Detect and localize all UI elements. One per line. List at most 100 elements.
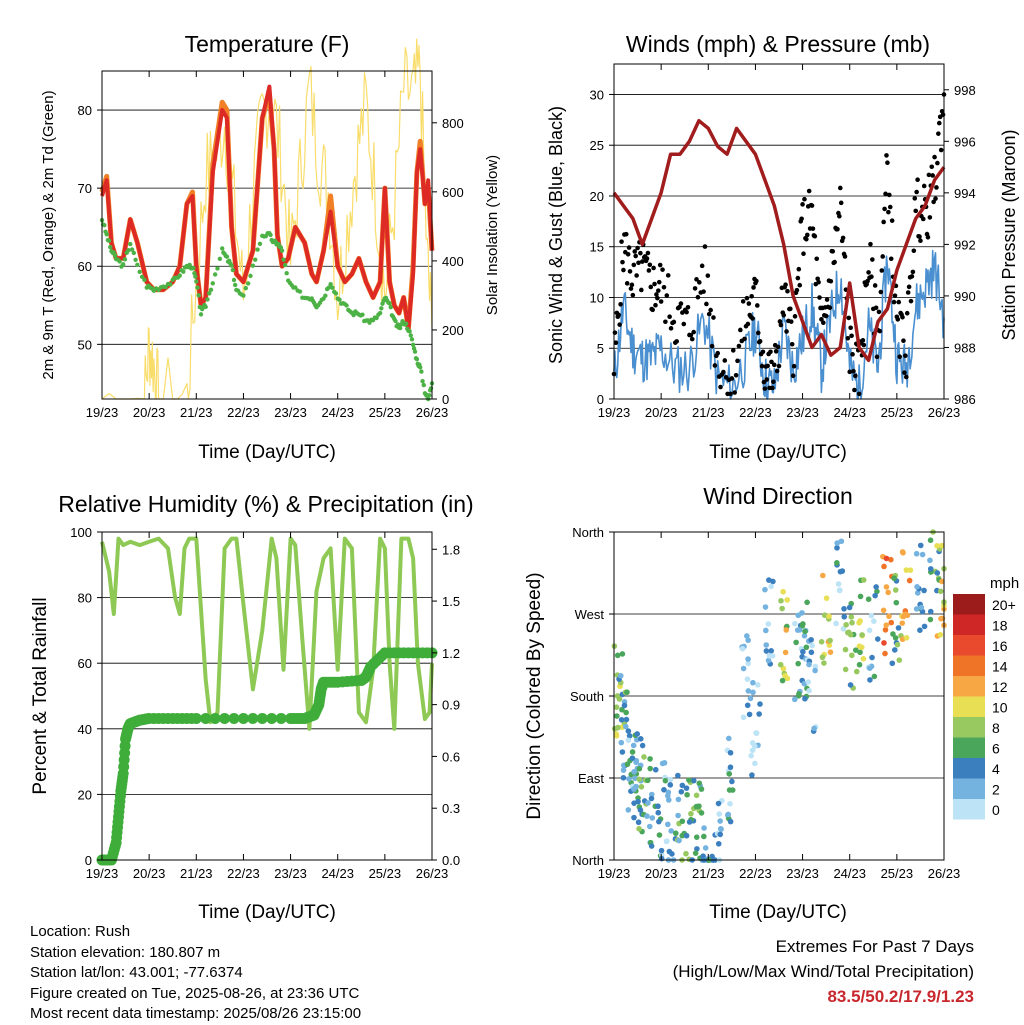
direction-ylabel-left: Direction (Colored By Speed) xyxy=(524,572,545,819)
temperature-y2tick-label: 200 xyxy=(442,323,464,338)
direction-point xyxy=(698,810,705,816)
direction-point xyxy=(634,731,641,737)
dewpoint-point xyxy=(122,257,128,262)
direction-point xyxy=(783,627,790,633)
gust-point xyxy=(932,154,937,160)
direction-point xyxy=(629,755,636,761)
gust-point xyxy=(938,147,944,153)
dewpoint-point xyxy=(229,263,234,268)
direction-point xyxy=(619,651,626,657)
direction-point xyxy=(648,795,655,802)
direction-point xyxy=(892,635,899,641)
direction-point xyxy=(917,627,923,634)
direction-point xyxy=(784,597,791,603)
direction-point xyxy=(770,578,776,585)
direction-point xyxy=(796,627,803,633)
gust-point xyxy=(936,120,942,126)
direction-point xyxy=(644,777,651,784)
dewpoint-point xyxy=(351,312,356,318)
winds-ytick-label: 20 xyxy=(590,189,604,204)
gust-point xyxy=(738,327,743,333)
precip-point xyxy=(237,712,249,724)
gust-point xyxy=(888,256,894,262)
dewpoint-point xyxy=(215,266,220,271)
direction-point xyxy=(696,780,703,787)
direction-point xyxy=(636,766,643,772)
direction-point xyxy=(679,782,686,789)
direction-point xyxy=(805,679,812,685)
gust-point xyxy=(789,341,795,347)
colorbar-label: 4 xyxy=(992,761,1000,777)
gust-point xyxy=(732,390,737,395)
gust-point xyxy=(661,284,667,290)
gust-point xyxy=(785,288,790,294)
gust-point xyxy=(837,213,842,219)
direction-xtick-label: 24/23 xyxy=(833,866,866,881)
dewpoint-point xyxy=(268,232,273,238)
direction-point xyxy=(750,689,756,696)
dewpoint-point xyxy=(253,257,258,262)
direction-point xyxy=(675,812,681,819)
gust-point xyxy=(778,322,784,328)
temperature-y2tick-label: 0 xyxy=(442,392,449,407)
gust-point xyxy=(934,185,939,190)
gust-point xyxy=(884,153,889,158)
direction-point xyxy=(826,613,832,620)
humidity-ytick-label: 20 xyxy=(78,787,92,802)
direction-point xyxy=(612,725,618,732)
direction-point xyxy=(688,810,694,817)
humidity-y2tick-label: 0.0 xyxy=(442,853,460,868)
dewpoint-point xyxy=(231,277,237,283)
gust-point xyxy=(694,277,699,282)
direction-point xyxy=(693,792,700,799)
dewpoint-point xyxy=(326,285,332,290)
gust-point xyxy=(910,269,916,275)
gust-point xyxy=(788,319,794,324)
gust-point xyxy=(709,343,715,349)
direction-point xyxy=(779,605,785,612)
gust-point xyxy=(800,202,805,207)
direction-point xyxy=(840,626,847,632)
direction-point xyxy=(782,672,788,679)
winds-y2tick-label: 988 xyxy=(954,340,976,355)
gust-point xyxy=(823,313,829,319)
gust-point xyxy=(853,373,858,379)
extremes-box: Extremes For Past 7 Days (High/Low/Max W… xyxy=(673,934,974,1009)
direction-point xyxy=(635,819,642,826)
direction-ytick-label: North xyxy=(572,525,604,540)
direction-point xyxy=(625,728,632,734)
dewpoint-point xyxy=(224,254,230,259)
colorbar-label: 14 xyxy=(992,659,1008,675)
gust-point xyxy=(745,321,751,327)
gust-point xyxy=(791,363,797,369)
dewpoint-point xyxy=(344,303,349,308)
direction-point xyxy=(749,772,755,778)
gust-point xyxy=(760,349,766,355)
humidity-xtick-label: 23/23 xyxy=(274,866,307,881)
gust-point xyxy=(845,335,851,341)
dewpoint-point xyxy=(281,257,286,262)
gust-point xyxy=(632,249,638,254)
gust-point xyxy=(639,287,644,293)
gust-point xyxy=(750,316,755,321)
direction-point xyxy=(647,765,654,772)
direction-point xyxy=(917,542,924,549)
solar-insolation-line xyxy=(101,38,433,400)
direction-point xyxy=(927,616,934,623)
direction-point xyxy=(725,811,732,818)
direction-point xyxy=(614,713,620,719)
gust-point xyxy=(746,301,752,306)
gust-point xyxy=(705,273,711,278)
gust-point xyxy=(729,376,735,381)
gust-point xyxy=(627,269,633,274)
direction-colorbar: 20+ 18 16 14 12 10 8 6 4 2 0 xyxy=(953,594,1016,820)
temperature-xtick-label: 21/23 xyxy=(180,405,213,420)
precip-point xyxy=(247,712,259,724)
gust-point xyxy=(812,233,818,239)
direction-point xyxy=(927,557,933,564)
humidity-plot-frame xyxy=(101,531,433,861)
gust-point xyxy=(895,317,901,322)
gust-point xyxy=(647,262,653,268)
dewpoint-point xyxy=(397,325,403,331)
gust-point xyxy=(728,391,733,397)
